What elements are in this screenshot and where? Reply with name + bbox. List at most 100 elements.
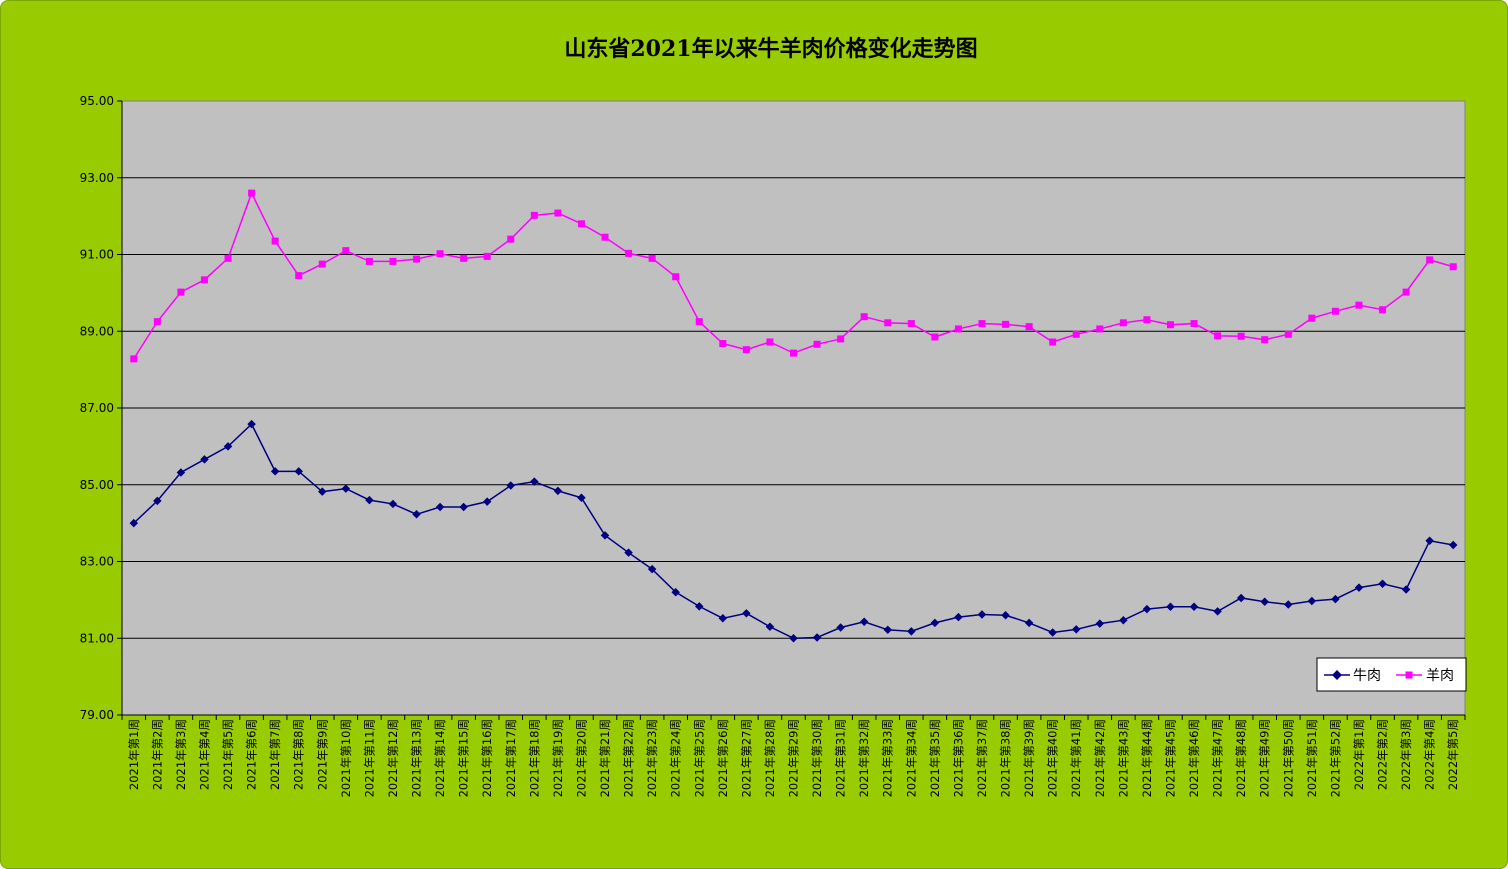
data-point	[1425, 536, 1434, 546]
data-point	[954, 325, 962, 333]
data-point	[931, 333, 939, 341]
data-point	[412, 510, 421, 519]
x-tick-label: 2021年第21周	[598, 719, 612, 797]
y-tick-label: 91.00	[80, 248, 114, 262]
x-tick-label: 2021年第23周	[645, 719, 659, 797]
x-tick-label: 2021年第48周	[1234, 719, 1248, 797]
data-point	[742, 346, 750, 354]
data-point	[577, 220, 585, 228]
x-tick-label: 2021年第44周	[1140, 719, 1154, 797]
data-point	[1307, 596, 1317, 606]
data-point	[389, 257, 397, 265]
data-point	[1024, 618, 1034, 628]
data-point	[742, 609, 751, 618]
x-tick-label: 2021年第46周	[1187, 719, 1201, 797]
data-point	[1001, 610, 1010, 620]
x-tick-label: 2021年第43周	[1116, 719, 1130, 797]
data-point	[954, 612, 963, 622]
data-point	[601, 233, 609, 241]
series-beef	[129, 419, 1458, 643]
data-point	[1166, 321, 1174, 329]
x-tick-label: 2022年第1周	[1352, 719, 1366, 790]
data-point	[647, 564, 657, 574]
data-point	[836, 623, 845, 632]
data-point	[459, 502, 468, 512]
data-point	[530, 477, 539, 486]
series-mutton	[130, 189, 1457, 363]
x-tick-label: 2021年第18周	[527, 719, 541, 797]
x-tick-label: 2021年第11周	[362, 719, 376, 797]
data-point	[1166, 602, 1175, 612]
data-point	[554, 209, 562, 217]
y-tick-label: 93.00	[80, 171, 114, 185]
x-tick-label: 2022年第4周	[1423, 719, 1437, 790]
data-point	[1119, 615, 1128, 625]
data-point	[153, 318, 161, 326]
x-tick-label: 2021年第49周	[1258, 719, 1272, 797]
data-point	[1236, 593, 1246, 603]
x-tick-label: 2022年第2周	[1376, 719, 1390, 790]
data-point	[1048, 628, 1057, 637]
data-point	[765, 622, 775, 631]
data-point	[483, 252, 491, 260]
legend-marker-mutton	[1405, 671, 1413, 679]
data-point	[200, 276, 208, 284]
x-tick-label: 2021年第38周	[999, 719, 1013, 797]
data-point	[318, 487, 327, 496]
data-point	[813, 340, 821, 348]
x-tick-label: 2021年第52周	[1328, 719, 1342, 797]
data-point	[860, 313, 868, 321]
data-point	[271, 237, 279, 245]
data-point	[1402, 288, 1410, 296]
x-tick-label: 2021年第27周	[739, 719, 753, 797]
y-tick-label: 95.00	[80, 94, 114, 108]
x-tick-label: 2021年第24周	[669, 719, 683, 797]
data-point	[153, 496, 162, 506]
data-point	[1095, 619, 1105, 628]
data-point	[553, 486, 563, 496]
data-point	[907, 627, 916, 636]
y-tick-label: 83.00	[80, 555, 114, 569]
x-tick-label: 2021年第1周	[127, 719, 141, 790]
x-tick-label: 2021年第26周	[716, 719, 730, 797]
data-point	[530, 211, 538, 219]
data-point	[223, 442, 233, 451]
data-point	[1142, 604, 1152, 614]
data-point	[1284, 600, 1293, 609]
data-point	[247, 419, 256, 429]
data-point	[695, 602, 704, 611]
data-point	[1261, 336, 1269, 344]
data-point	[671, 587, 680, 597]
data-point	[460, 254, 468, 262]
data-point	[977, 610, 987, 619]
data-point	[1331, 307, 1339, 315]
x-tick-label: 2021年第51周	[1305, 719, 1319, 797]
x-tick-label: 2021年第35周	[928, 719, 942, 797]
x-tick-label: 2021年第34周	[904, 719, 918, 797]
data-point	[177, 288, 185, 296]
data-point	[625, 249, 633, 257]
x-tick-label: 2021年第45周	[1163, 719, 1177, 797]
x-tick-label: 2021年第8周	[292, 719, 306, 790]
data-point	[1426, 256, 1434, 264]
data-point	[1119, 319, 1127, 327]
x-tick-label: 2021年第12周	[386, 719, 400, 797]
data-point	[248, 189, 256, 197]
data-point	[224, 254, 232, 262]
data-point	[978, 320, 986, 328]
series-layer	[129, 189, 1458, 643]
data-point	[1284, 330, 1292, 338]
data-point	[341, 484, 351, 493]
data-point	[1378, 579, 1387, 589]
data-point	[130, 355, 138, 363]
x-axis: 2021年第1周 2021年第2周 2021年第3周 2021年第4周 2021年第5周…	[121, 714, 1466, 797]
data-point	[1143, 316, 1151, 324]
x-tick-label: 2021年第7周	[268, 719, 282, 790]
data-point	[506, 481, 516, 490]
x-tick-label: 2021年第2周	[150, 719, 164, 790]
x-tick-label: 2021年第16周	[480, 719, 494, 797]
x-tick-label: 2022年第3周	[1399, 719, 1413, 790]
y-tick-label: 79.00	[80, 708, 114, 722]
data-point	[294, 467, 303, 476]
data-point	[318, 260, 326, 268]
